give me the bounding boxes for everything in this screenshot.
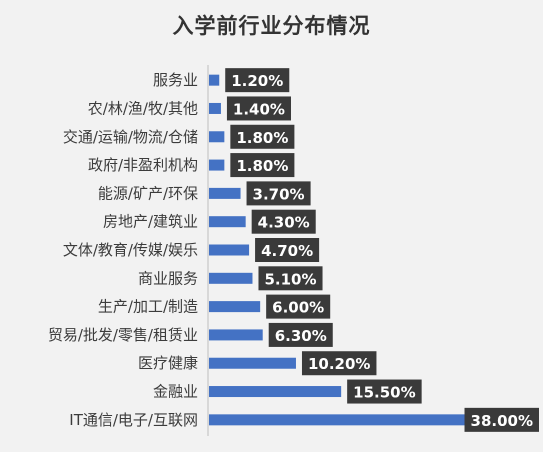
bar xyxy=(209,102,221,114)
category-label: 生产/加工/制造 xyxy=(98,298,198,316)
category-label: 金融业 xyxy=(153,383,198,401)
bar xyxy=(209,357,296,369)
bar xyxy=(209,74,220,86)
data-label: 1.40% xyxy=(233,100,285,118)
data-label: 4.70% xyxy=(261,242,313,260)
category-label: 服务业 xyxy=(153,71,198,89)
data-label-box xyxy=(230,153,295,178)
category-label: IT通信/电子/互联网 xyxy=(69,411,198,429)
data-label-box xyxy=(268,322,333,347)
category-label: 交通/运输/物流/仓储 xyxy=(63,128,198,146)
data-label: 15.50% xyxy=(353,384,415,402)
data-label-box xyxy=(347,379,422,404)
data-label: 1.80% xyxy=(236,129,288,147)
bar xyxy=(209,216,246,228)
data-label-box xyxy=(230,124,295,149)
bar xyxy=(209,329,263,341)
data-label: 10.20% xyxy=(308,355,370,373)
data-label-box xyxy=(255,238,320,262)
category-label: 文体/教育/传媒/娱乐 xyxy=(63,241,198,259)
data-label: 6.00% xyxy=(272,299,324,317)
data-label-box xyxy=(301,351,377,376)
data-label-box xyxy=(225,68,290,93)
data-label-box xyxy=(464,407,539,432)
data-label: 1.20% xyxy=(231,72,283,90)
bar xyxy=(209,272,253,284)
category-label: 贸易/批发/零售/租赁业 xyxy=(48,326,198,344)
bar xyxy=(209,159,225,171)
data-label: 4.30% xyxy=(258,214,310,232)
bar xyxy=(209,131,225,143)
data-label-box xyxy=(251,209,316,234)
category-label: 能源/矿产/环保 xyxy=(98,184,198,202)
bar xyxy=(209,386,342,398)
category-label: 农/林/渔/牧/其他 xyxy=(88,99,198,117)
category-label: 商业服务 xyxy=(138,269,198,287)
chart-title: 入学前行业分布情况 xyxy=(172,14,371,38)
data-label-box xyxy=(258,266,323,291)
bar xyxy=(209,244,250,256)
bar xyxy=(209,301,261,313)
data-label: 1.80% xyxy=(236,157,288,175)
category-label: 政府/非盈利机构 xyxy=(88,156,198,174)
bar xyxy=(209,187,241,199)
category-label: 房地产/建筑业 xyxy=(103,213,198,231)
category-label: 医疗健康 xyxy=(138,354,198,372)
data-label: 38.00% xyxy=(471,412,533,430)
data-label: 5.10% xyxy=(264,270,316,288)
bar xyxy=(209,414,533,426)
data-label-box xyxy=(266,294,331,319)
data-label-box xyxy=(246,181,311,206)
data-label: 6.30% xyxy=(275,327,327,345)
data-label-box xyxy=(226,96,291,121)
data-label: 3.70% xyxy=(253,185,305,203)
